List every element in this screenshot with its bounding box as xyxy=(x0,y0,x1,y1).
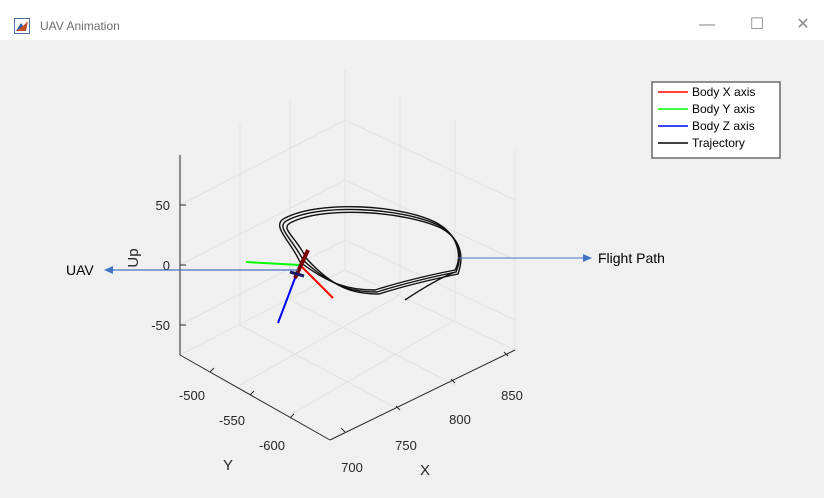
axis-lines xyxy=(179,155,516,441)
y-tick-label: -500 xyxy=(179,388,205,403)
maximize-button[interactable]: ☐ xyxy=(749,16,765,33)
legend-label: Body Y axis xyxy=(692,102,755,116)
matlab-icon xyxy=(14,18,30,34)
window-title: UAV Animation xyxy=(40,19,120,33)
trajectory-line xyxy=(278,205,462,301)
legend-label: Body Z axis xyxy=(692,119,755,133)
axes-grid xyxy=(179,70,516,416)
y-tick-label: -550 xyxy=(219,413,245,428)
legend: Body X axis Body Y axis Body Z axis Traj… xyxy=(651,81,781,159)
title-bar: UAV Animation — ☐ ✕ xyxy=(0,0,824,40)
legend-label: Body X axis xyxy=(692,85,755,99)
y-tick-label: -600 xyxy=(259,438,285,453)
uav-arrow xyxy=(104,266,298,274)
uav-label: UAV xyxy=(66,262,94,278)
legend-label: Trajectory xyxy=(692,136,745,150)
x-tick-label: 850 xyxy=(501,388,523,403)
uav-body xyxy=(289,249,310,279)
body-x-axis-line xyxy=(299,264,334,299)
x-tick-label: 750 xyxy=(395,438,417,453)
z-tick-label: 50 xyxy=(156,198,170,213)
z-tick-label: -50 xyxy=(151,318,170,333)
z-tick-label: 0 xyxy=(163,258,170,273)
z-axis-label: Up xyxy=(125,248,142,267)
close-button[interactable]: ✕ xyxy=(796,16,810,33)
plot-area: 50 0 -50 Up -500 -550 -600 Y 700 750 800… xyxy=(66,70,781,479)
flight-path-arrow xyxy=(458,254,592,262)
x-tick-label: 800 xyxy=(449,412,471,427)
x-axis-label: X xyxy=(420,462,430,479)
x-tick-label: 700 xyxy=(341,460,363,475)
flight-path-label: Flight Path xyxy=(598,250,665,266)
y-axis-label: Y xyxy=(223,457,233,474)
minimize-button[interactable]: — xyxy=(699,16,715,33)
body-y-axis-line xyxy=(245,261,301,266)
